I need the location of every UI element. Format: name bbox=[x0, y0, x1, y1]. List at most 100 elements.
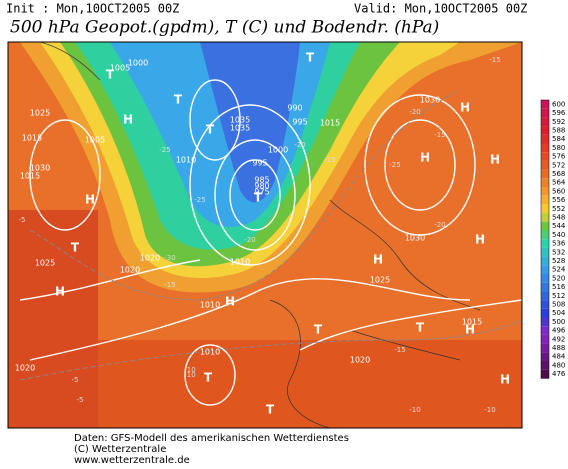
isotherm-label: -15 bbox=[164, 281, 175, 289]
colorbar-swatch bbox=[541, 126, 549, 135]
colorbar-swatch bbox=[541, 239, 549, 248]
isobar-label: 1030 bbox=[405, 234, 425, 243]
high-pressure-marker: H bbox=[475, 233, 485, 247]
high-pressure-marker: H bbox=[123, 113, 133, 127]
colorbar-swatch bbox=[541, 274, 549, 283]
coastline bbox=[39, 42, 101, 81]
colorbar-label: 560 bbox=[552, 187, 565, 195]
isotherm-label: -5 bbox=[72, 376, 79, 384]
low-pressure-marker: T bbox=[266, 403, 275, 417]
colorbar-label: 508 bbox=[552, 300, 565, 308]
isotherm-label: -10 bbox=[484, 406, 495, 414]
colorbar-label: 592 bbox=[552, 118, 565, 126]
isobar-label: 995 bbox=[292, 118, 307, 127]
colorbar-label: 524 bbox=[552, 266, 566, 274]
isobar-label: 1025 bbox=[370, 276, 390, 285]
isotherm-label: -10 bbox=[409, 406, 420, 414]
colorbar-swatch bbox=[541, 282, 549, 292]
colorbar-label: 496 bbox=[552, 327, 566, 335]
colorbar-label: 584 bbox=[552, 135, 566, 143]
isobar-label: 1010 bbox=[200, 348, 220, 357]
colorbar-label: 536 bbox=[552, 240, 566, 248]
isobar-label: 1035 bbox=[230, 124, 250, 133]
footer-url: www.wetterzentrale.de bbox=[74, 455, 190, 465]
colorbar-swatch bbox=[541, 152, 549, 161]
isotherm-label: -20 bbox=[244, 236, 255, 244]
low-pressure-marker: T bbox=[306, 51, 315, 65]
high-pressure-marker: H bbox=[465, 323, 475, 337]
colorbar-label: 520 bbox=[552, 274, 565, 282]
isobar-label: 1000 bbox=[128, 59, 148, 68]
colorbar-label: 576 bbox=[552, 153, 566, 161]
colorbar-swatch bbox=[541, 195, 549, 205]
isotherm-label: -10 bbox=[184, 371, 195, 379]
isobar-label: 1015 bbox=[22, 134, 42, 143]
isotherm-label: -25 bbox=[389, 161, 400, 169]
isotherms bbox=[19, 89, 522, 381]
colorbar-frame bbox=[540, 99, 550, 379]
colorbar-swatch bbox=[541, 187, 549, 196]
init-time: Init : Mon,10OCT2005 00Z bbox=[6, 2, 179, 16]
isobar-label: 1010 bbox=[230, 258, 250, 267]
isobar-label: 985 bbox=[254, 176, 269, 185]
colorbar-label: 484 bbox=[552, 353, 566, 361]
colorbar-swatch bbox=[541, 143, 549, 153]
high-pressure-marker: H bbox=[55, 285, 65, 299]
isobar-label: 1010 bbox=[200, 301, 220, 310]
isobar-label: 1025 bbox=[35, 259, 55, 268]
isobar-label: 1005 bbox=[110, 64, 130, 73]
isotherm-label: -25 bbox=[159, 146, 170, 154]
isobar-label: 1020 bbox=[350, 356, 370, 365]
isotherm-label: -15 bbox=[324, 156, 335, 164]
colorbar-swatch bbox=[541, 291, 549, 301]
colorbar-swatch bbox=[541, 369, 549, 379]
isotherm-label: -5 bbox=[77, 396, 84, 404]
coastline bbox=[269, 199, 481, 428]
colorbar-label: 528 bbox=[552, 257, 565, 265]
high-pressure-marker: H bbox=[420, 151, 430, 165]
colorbar-swatch bbox=[541, 256, 549, 266]
colorbar-label: 516 bbox=[552, 283, 566, 291]
isobar-label: 1000 bbox=[268, 146, 288, 155]
isobar-label: 1005 bbox=[85, 136, 105, 145]
colorbar-swatch bbox=[541, 308, 549, 318]
colorbar-label: 556 bbox=[552, 196, 566, 204]
high-pressure-marker: H bbox=[85, 193, 95, 207]
high-pressure-marker: H bbox=[490, 153, 500, 167]
isobars bbox=[19, 79, 522, 406]
high-pressure-marker: H bbox=[373, 253, 383, 267]
colorbar-label: 568 bbox=[552, 170, 565, 178]
isotherm-label: -30 bbox=[164, 254, 175, 262]
isobar-label: 1015 bbox=[20, 172, 40, 181]
colorbar-swatch bbox=[541, 361, 549, 370]
high-pressure-marker: H bbox=[460, 101, 470, 115]
colorbar-label: 544 bbox=[552, 222, 566, 230]
colorbar-swatch bbox=[541, 334, 549, 344]
colorbar-swatch bbox=[541, 326, 549, 335]
isotherm-label: -10 bbox=[184, 366, 195, 374]
footer-copyright: (C) Wetterzentrale bbox=[74, 444, 166, 455]
isobar-label: 1020 bbox=[15, 364, 35, 373]
isotherm-label: -15 bbox=[489, 56, 500, 64]
isotherm-label: -15 bbox=[434, 131, 445, 139]
colorbar-swatch bbox=[541, 204, 549, 214]
low-pressure-marker: T bbox=[106, 68, 115, 82]
map-frame bbox=[7, 41, 523, 429]
isobar-label: 1030 bbox=[30, 164, 50, 173]
colorbar-label: 500 bbox=[552, 318, 565, 326]
colorbar-swatch bbox=[541, 100, 549, 109]
colorbar-label: 492 bbox=[552, 335, 565, 343]
isotherm-label: -20 bbox=[409, 108, 420, 116]
colorbar-label: 488 bbox=[552, 344, 565, 352]
isobar-label: 1015 bbox=[462, 318, 482, 327]
isobar-label: 980 bbox=[254, 182, 269, 191]
high-pressure-marker: H bbox=[225, 295, 235, 309]
map-title: 500 hPa Geopot.(gpdm), T (C) und Bodendr… bbox=[10, 18, 439, 38]
footer-source: Daten: GFS-Modell des amerikanischen Wet… bbox=[74, 433, 349, 444]
colorbar-swatch bbox=[541, 300, 549, 309]
colorbar-swatch bbox=[541, 108, 549, 118]
isotherm-label: -25 bbox=[194, 196, 205, 204]
isobar-label: 1015 bbox=[320, 119, 340, 128]
deep-blue-region bbox=[200, 42, 300, 203]
